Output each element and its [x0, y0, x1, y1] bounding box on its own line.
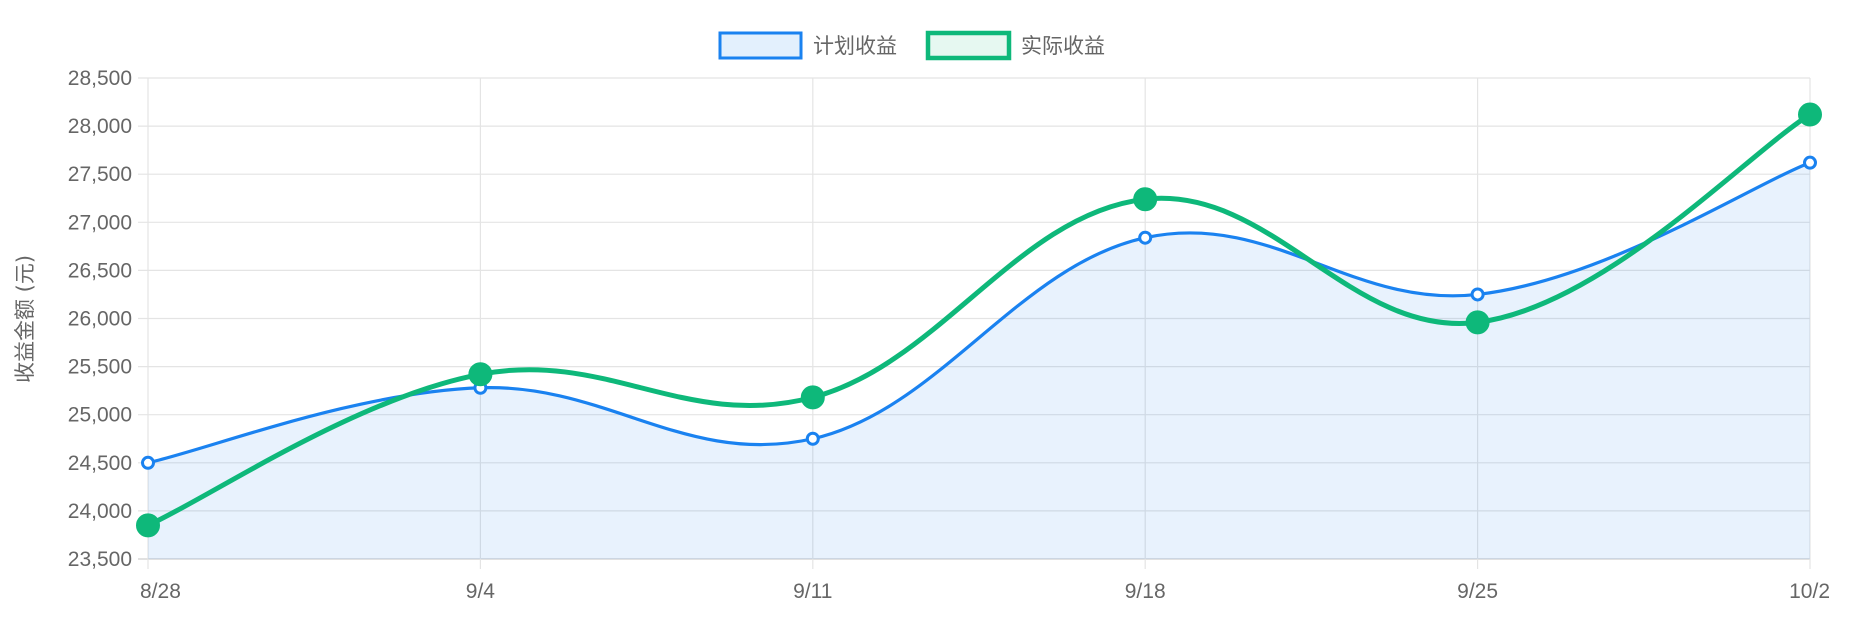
y-tick-label: 27,500 [68, 163, 132, 186]
x-tick-label: 10/2 [1789, 580, 1830, 603]
data-point[interactable] [1133, 187, 1158, 212]
series-points [136, 102, 1822, 538]
x-tick-label: 9/25 [1457, 580, 1498, 603]
grid [138, 77, 1811, 569]
data-point[interactable] [136, 513, 160, 538]
y-tick-label: 25,500 [68, 356, 132, 379]
data-point[interactable] [1465, 310, 1490, 335]
legend-label: 实际收益 [1021, 34, 1105, 58]
y-tick-label: 25,000 [68, 404, 132, 427]
y-tick-label: 24,000 [68, 500, 132, 523]
data-point[interactable] [800, 385, 825, 410]
y-tick-label: 26,000 [68, 308, 132, 331]
series-area [148, 162, 1810, 559]
legend-item[interactable]: 实际收益 [925, 30, 1105, 61]
data-point[interactable] [1798, 102, 1822, 127]
x-tick-label: 9/18 [1125, 580, 1166, 603]
x-tick-label: 8/28 [140, 580, 181, 603]
y-tick-label: 24,500 [68, 452, 132, 475]
series-line [145, 112, 1813, 528]
data-point[interactable] [141, 455, 155, 470]
x-tick-label: 9/4 [466, 580, 496, 603]
y-tick-label: 27,000 [68, 211, 132, 234]
y-tick-label: 28,000 [68, 115, 132, 138]
legend-swatch [925, 30, 1012, 61]
legend-swatch [718, 31, 803, 60]
y-tick-label: 26,500 [68, 259, 132, 282]
x-axis-ticks: 8/28 9/4 9/11 9/18 9/25 10/2 [140, 580, 1830, 603]
y-axis-title: 收益金额 (元) [13, 255, 37, 383]
series-lines [145, 112, 1813, 528]
legend-label: 计划收益 [813, 34, 897, 58]
data-point[interactable] [1138, 230, 1153, 245]
series-line [146, 161, 1812, 465]
legend: 计划收益 实际收益 [718, 30, 1105, 61]
data-point[interactable] [805, 431, 820, 446]
x-tick-label: 9/11 [793, 580, 832, 603]
data-point[interactable] [1470, 287, 1485, 302]
legend-item[interactable]: 计划收益 [718, 31, 897, 60]
data-point[interactable] [1803, 155, 1817, 170]
data-point[interactable] [468, 362, 493, 387]
y-tick-label: 28,500 [68, 67, 132, 90]
series-areas [148, 162, 1810, 559]
y-tick-label: 23,500 [68, 548, 132, 571]
y-axis-ticks: 23,500 24,000 24,500 25,000 25,500 26,000 26,5… [68, 67, 132, 571]
